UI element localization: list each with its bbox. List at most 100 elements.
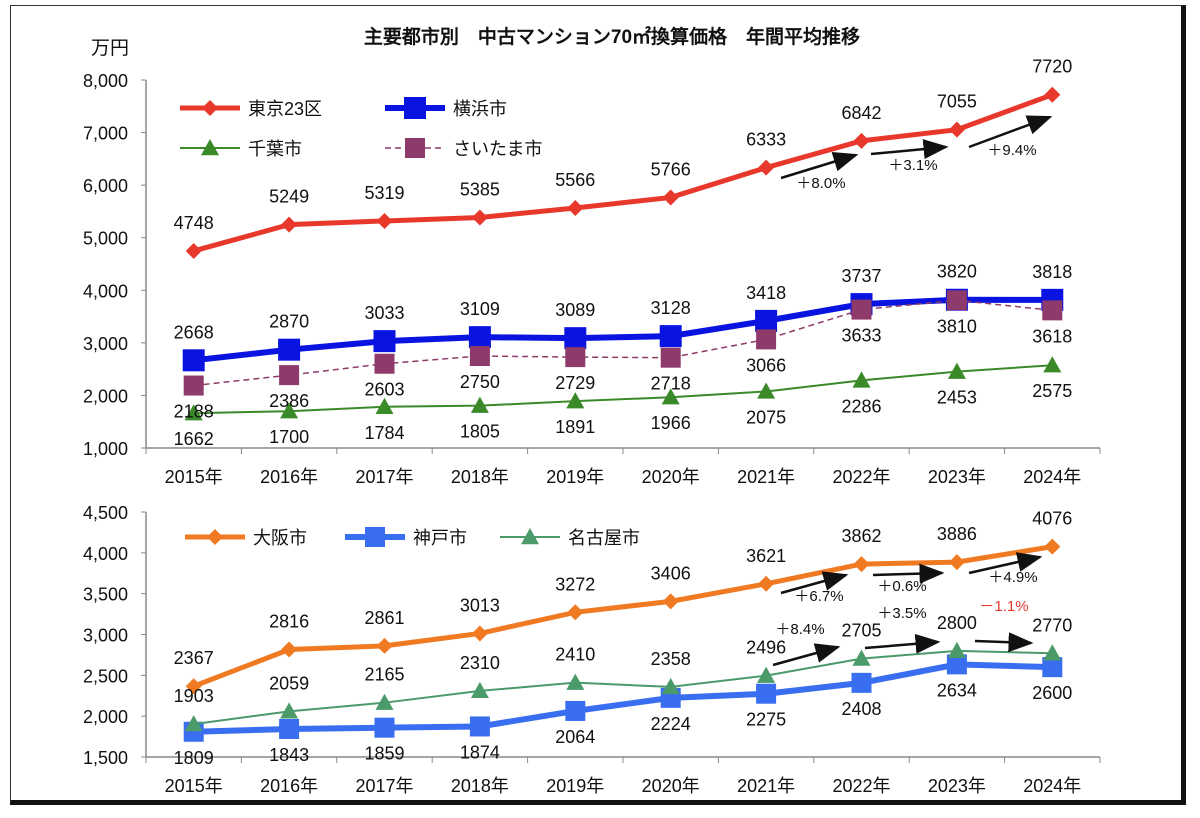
data-point <box>853 556 870 573</box>
data-label: 3818 <box>1032 262 1072 282</box>
data-point <box>1043 356 1062 373</box>
data-label: 7055 <box>937 92 977 112</box>
legend-label: 東京23区 <box>248 99 322 119</box>
change-label: ＋3.5% <box>877 605 926 622</box>
x-tick-label: 2021年 <box>737 776 795 796</box>
chart-title: 主要都市別 中古マンション70㎡換算価格 年間平均推移 <box>364 25 860 48</box>
data-point <box>471 625 488 642</box>
data-point <box>375 693 394 710</box>
x-tick-label: 2018年 <box>451 467 509 487</box>
data-label: 1859 <box>364 744 404 764</box>
data-label: 2408 <box>841 699 881 719</box>
data-label: 2064 <box>555 727 595 747</box>
y-tick-label: 4,000 <box>83 281 128 301</box>
change-arrow <box>772 643 841 667</box>
data-label: 2367 <box>174 648 214 668</box>
data-label: 1700 <box>269 427 309 447</box>
series-line-1 <box>193 296 1053 364</box>
data-point <box>281 216 298 233</box>
change-label: －1.1% <box>979 598 1028 615</box>
series-line-3 <box>193 299 1053 387</box>
data-label: 1784 <box>364 423 404 443</box>
data-point <box>1044 86 1061 103</box>
data-label: 5319 <box>364 183 404 203</box>
data-point <box>376 637 393 654</box>
y-tick-label: 4,500 <box>83 503 128 523</box>
y-tick-label: 2,000 <box>83 707 128 727</box>
top-chart: 1,000 2,000 3,000 4,000 5,000 6,000 7,000 8,000… <box>83 57 1101 487</box>
data-point <box>468 326 491 349</box>
change-label: ＋3.1% <box>888 157 937 174</box>
data-label: 3033 <box>364 303 404 323</box>
data-label: 5766 <box>651 159 691 179</box>
data-label: 1891 <box>555 417 595 437</box>
series-line-0 <box>193 92 1054 254</box>
x-tick-label: 2017年 <box>355 467 413 487</box>
legend-marker <box>202 100 218 116</box>
data-label: 4076 <box>1032 509 1072 529</box>
y-tick-label: 1,000 <box>83 439 128 459</box>
data-point <box>851 299 872 320</box>
data-label: 3633 <box>841 326 881 346</box>
change-arrow <box>968 115 1053 149</box>
data-point <box>564 327 587 350</box>
data-label: 2718 <box>651 374 691 394</box>
data-label: 2386 <box>269 391 309 411</box>
change-arrow <box>872 563 945 584</box>
change-label: ＋0.6% <box>877 578 926 595</box>
data-label: 2224 <box>651 714 691 734</box>
legend-label: 名古屋市 <box>568 528 640 548</box>
data-label: 1843 <box>269 745 309 765</box>
data-label: 3621 <box>746 546 786 566</box>
data-label: 1809 <box>174 748 214 768</box>
data-point <box>182 349 205 372</box>
data-label: 2410 <box>555 645 595 665</box>
data-point <box>375 397 394 414</box>
data-point <box>183 375 204 396</box>
data-label: 2600 <box>1032 683 1072 703</box>
x-tick-label: 2023年 <box>928 467 986 487</box>
data-point <box>947 641 966 659</box>
data-point <box>373 330 396 353</box>
legend-marker <box>207 529 223 545</box>
y-tick-label: 7,000 <box>83 124 128 144</box>
data-point <box>471 209 488 226</box>
data-point <box>756 683 777 704</box>
y-tick-label: 3,000 <box>83 626 128 646</box>
data-point <box>661 677 680 695</box>
data-label: 3618 <box>1032 326 1072 346</box>
data-point <box>279 365 300 386</box>
x-tick-label: 2024年 <box>1023 776 1081 796</box>
data-label: 2729 <box>555 373 595 393</box>
change-label: ＋4.9% <box>988 569 1037 586</box>
data-point <box>374 353 395 374</box>
x-tick-label: 2024年 <box>1023 467 1081 487</box>
data-label: 7720 <box>1032 57 1072 77</box>
data-label: 3128 <box>651 298 691 318</box>
y-tick-label: 2,500 <box>83 666 128 686</box>
data-label: 5385 <box>460 179 500 199</box>
x-tick-label: 2020年 <box>642 776 700 796</box>
data-label: 1966 <box>651 413 691 433</box>
data-label: 3109 <box>460 299 500 319</box>
x-tick-label: 2019年 <box>546 467 604 487</box>
data-point <box>755 309 778 332</box>
data-point <box>185 678 202 695</box>
data-label: 2275 <box>746 710 786 730</box>
data-label: 2286 <box>841 396 881 416</box>
legend-label: さいたま市 <box>453 139 542 159</box>
legend-label: 大阪市 <box>253 528 307 548</box>
data-point <box>184 715 203 732</box>
series-line-2 <box>193 364 1053 415</box>
legend-marker <box>404 97 426 119</box>
data-label: 2496 <box>746 638 786 658</box>
data-label: 3886 <box>937 524 977 544</box>
data-label: 2861 <box>364 608 404 628</box>
change-label: ＋8.4% <box>775 621 824 638</box>
data-point <box>376 212 393 229</box>
y-tick-label: 2,000 <box>83 386 128 406</box>
data-label: 2770 <box>1032 615 1072 635</box>
x-tick-label: 2021年 <box>737 467 795 487</box>
data-point <box>852 649 871 666</box>
data-label: 3089 <box>555 300 595 320</box>
